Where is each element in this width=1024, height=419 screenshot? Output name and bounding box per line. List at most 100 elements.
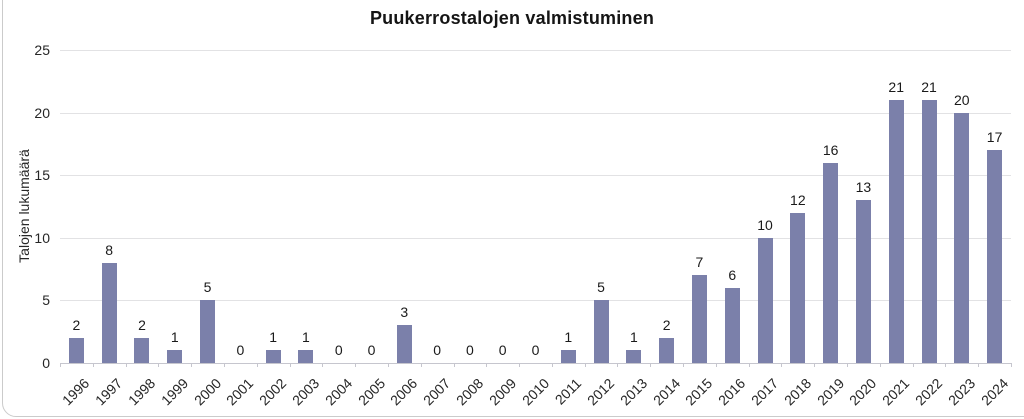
bar-value-label: 3 bbox=[400, 304, 409, 320]
y-tick-label: 15 bbox=[34, 167, 50, 184]
bar-value-label: 1 bbox=[269, 329, 278, 345]
x-category-label: 2003 bbox=[288, 375, 323, 409]
bar-value-label: 7 bbox=[695, 254, 704, 270]
bar-value-label: 2 bbox=[662, 317, 671, 333]
x-category-label: 2018 bbox=[780, 375, 815, 409]
x-tick-mark bbox=[60, 363, 61, 367]
bar bbox=[593, 300, 609, 363]
x-category-label: 2024 bbox=[977, 375, 1011, 409]
x-tick-mark bbox=[945, 363, 947, 367]
bar-value-label: 1 bbox=[629, 329, 638, 345]
bar bbox=[560, 350, 576, 363]
x-category-label: 2016 bbox=[715, 375, 749, 409]
bar-value-label: 0 bbox=[531, 342, 540, 358]
bar bbox=[790, 213, 806, 363]
x-category-label: 2021 bbox=[879, 375, 913, 409]
x-category-label: 2013 bbox=[616, 375, 651, 409]
bar-value-label: 2 bbox=[72, 317, 81, 333]
bar-value-label: 17 bbox=[986, 129, 1003, 145]
x-category-label: 2007 bbox=[420, 375, 454, 409]
gridline bbox=[60, 112, 1011, 114]
bar-value-label: 20 bbox=[954, 92, 970, 108]
x-tick-mark bbox=[355, 363, 357, 367]
bar bbox=[68, 338, 84, 363]
y-tick-label: 25 bbox=[34, 42, 50, 58]
x-category-label: 1998 bbox=[124, 375, 159, 409]
x-tick-mark bbox=[191, 363, 193, 367]
bar-value-label: 2 bbox=[138, 317, 146, 333]
x-category-label: 2010 bbox=[518, 375, 552, 409]
bar bbox=[298, 350, 314, 363]
bar-value-label: 0 bbox=[466, 342, 474, 358]
x-category-label: 2004 bbox=[321, 375, 356, 409]
x-tick-mark bbox=[683, 363, 685, 367]
x-tick-mark bbox=[551, 363, 553, 367]
x-tick-mark bbox=[92, 363, 94, 367]
x-category-label: 2011 bbox=[551, 375, 585, 408]
bar bbox=[134, 338, 150, 363]
x-tick-mark bbox=[650, 363, 652, 367]
bar-value-label: 16 bbox=[822, 142, 839, 158]
bar bbox=[167, 350, 183, 363]
bar bbox=[823, 163, 839, 363]
x-tick-mark bbox=[617, 363, 619, 367]
x-category-label: 2023 bbox=[944, 375, 979, 409]
bar-value-label: 0 bbox=[498, 342, 507, 358]
bar-value-label: 8 bbox=[105, 242, 114, 258]
bar-value-label: 10 bbox=[757, 217, 773, 233]
bar-value-label: 0 bbox=[334, 342, 343, 358]
x-tick-mark bbox=[322, 363, 324, 367]
x-category-label: 2022 bbox=[911, 375, 946, 409]
x-tick-mark bbox=[453, 363, 455, 367]
plot-area: 2 1996 8 1997 2 1998 1 1999 5 2000 0 2001 1 2002 1 2003… bbox=[59, 50, 1012, 408]
x-category-label: 2015 bbox=[682, 375, 716, 409]
bar-value-label: 1 bbox=[302, 329, 310, 345]
x-category-label: 2019 bbox=[813, 375, 847, 409]
x-category-label: 2001 bbox=[223, 375, 257, 409]
bar bbox=[659, 338, 675, 363]
bar-value-label: 12 bbox=[790, 192, 806, 208]
bar-value-label: 1 bbox=[170, 329, 179, 345]
bar bbox=[265, 350, 281, 363]
x-category-label: 2005 bbox=[354, 375, 388, 409]
x-tick-mark bbox=[486, 363, 488, 367]
bar bbox=[200, 300, 216, 363]
bar bbox=[101, 263, 117, 363]
y-tick-label: 20 bbox=[34, 104, 50, 121]
x-tick-mark bbox=[748, 363, 750, 367]
x-tick-mark bbox=[158, 363, 160, 367]
x-category-label: 1997 bbox=[92, 375, 126, 409]
bar bbox=[921, 100, 937, 363]
bar bbox=[626, 350, 642, 363]
bar bbox=[724, 288, 740, 363]
bar bbox=[888, 100, 904, 363]
x-tick-mark bbox=[715, 363, 717, 367]
x-tick-mark bbox=[584, 363, 586, 367]
x-category-label: 1999 bbox=[157, 375, 192, 409]
x-tick-mark bbox=[814, 363, 816, 367]
x-category-label: 2008 bbox=[452, 375, 487, 409]
x-tick-mark bbox=[879, 363, 881, 367]
x-tick-mark bbox=[289, 363, 291, 367]
bar-value-label: 21 bbox=[921, 79, 937, 95]
bar-value-label: 0 bbox=[433, 342, 442, 358]
x-tick-mark bbox=[519, 363, 521, 367]
x-category-label: 2006 bbox=[387, 375, 421, 409]
bar bbox=[855, 200, 871, 363]
bar bbox=[691, 275, 707, 363]
bar-value-label: 5 bbox=[597, 279, 605, 295]
bar-value-label: 6 bbox=[728, 267, 737, 283]
y-tick-label: 10 bbox=[34, 229, 50, 246]
x-tick-mark bbox=[125, 363, 127, 367]
x-tick-mark bbox=[420, 363, 422, 367]
x-category-label: 2020 bbox=[846, 375, 880, 409]
x-tick-mark bbox=[223, 363, 225, 367]
x-category-label: 1996 bbox=[59, 375, 93, 409]
bar-value-label: 0 bbox=[367, 342, 376, 358]
y-tick-label: 5 bbox=[42, 292, 50, 309]
x-category-label: 2009 bbox=[485, 375, 520, 409]
bar bbox=[757, 238, 773, 363]
gridline bbox=[60, 175, 1011, 177]
x-category-label: 2012 bbox=[584, 375, 618, 409]
